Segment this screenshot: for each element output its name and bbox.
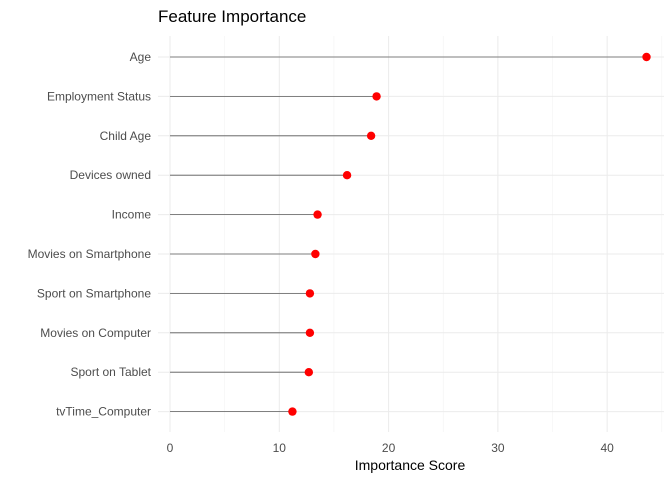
lollipop-point	[372, 92, 381, 101]
chart-title: Feature Importance	[158, 7, 306, 26]
lollipop-point	[311, 249, 320, 259]
y-category-label: Movies on Smartphone	[28, 247, 152, 261]
y-category-label: Income	[112, 208, 152, 222]
lollipop-point	[288, 407, 297, 416]
lollipop-point	[366, 131, 376, 140]
lollipop-point	[642, 52, 651, 62]
x-tick-label: 30	[491, 441, 505, 455]
lollipop-point	[305, 328, 315, 337]
y-category-label: Devices owned	[70, 168, 151, 182]
lollipop-point	[313, 210, 322, 219]
x-tick-label: 20	[382, 441, 396, 455]
y-category-label: Child Age	[100, 129, 152, 143]
y-category-label: Sport on Tablet	[70, 365, 151, 379]
y-category-label: tvTime_Computer	[56, 405, 151, 419]
y-category-label: Sport on Smartphone	[37, 286, 151, 300]
stems	[170, 56, 647, 413]
y-axis-labels: Age Employment Status Child Age Devices own…	[28, 50, 152, 419]
x-axis-title: Importance Score	[355, 457, 466, 473]
x-axis-ticks: 0 10 20 30 40	[167, 441, 614, 455]
y-category-label: Employment Status	[47, 89, 151, 103]
x-tick-label: 0	[167, 441, 174, 455]
x-tick-label: 10	[273, 441, 287, 455]
markers	[288, 52, 651, 416]
lollipop-point	[305, 289, 315, 298]
x-tick-label: 40	[600, 441, 614, 455]
lollipop-point	[342, 171, 352, 180]
y-category-label: Movies on Computer	[40, 326, 151, 340]
lollipop-point	[304, 368, 314, 377]
y-category-label: Age	[130, 50, 152, 64]
